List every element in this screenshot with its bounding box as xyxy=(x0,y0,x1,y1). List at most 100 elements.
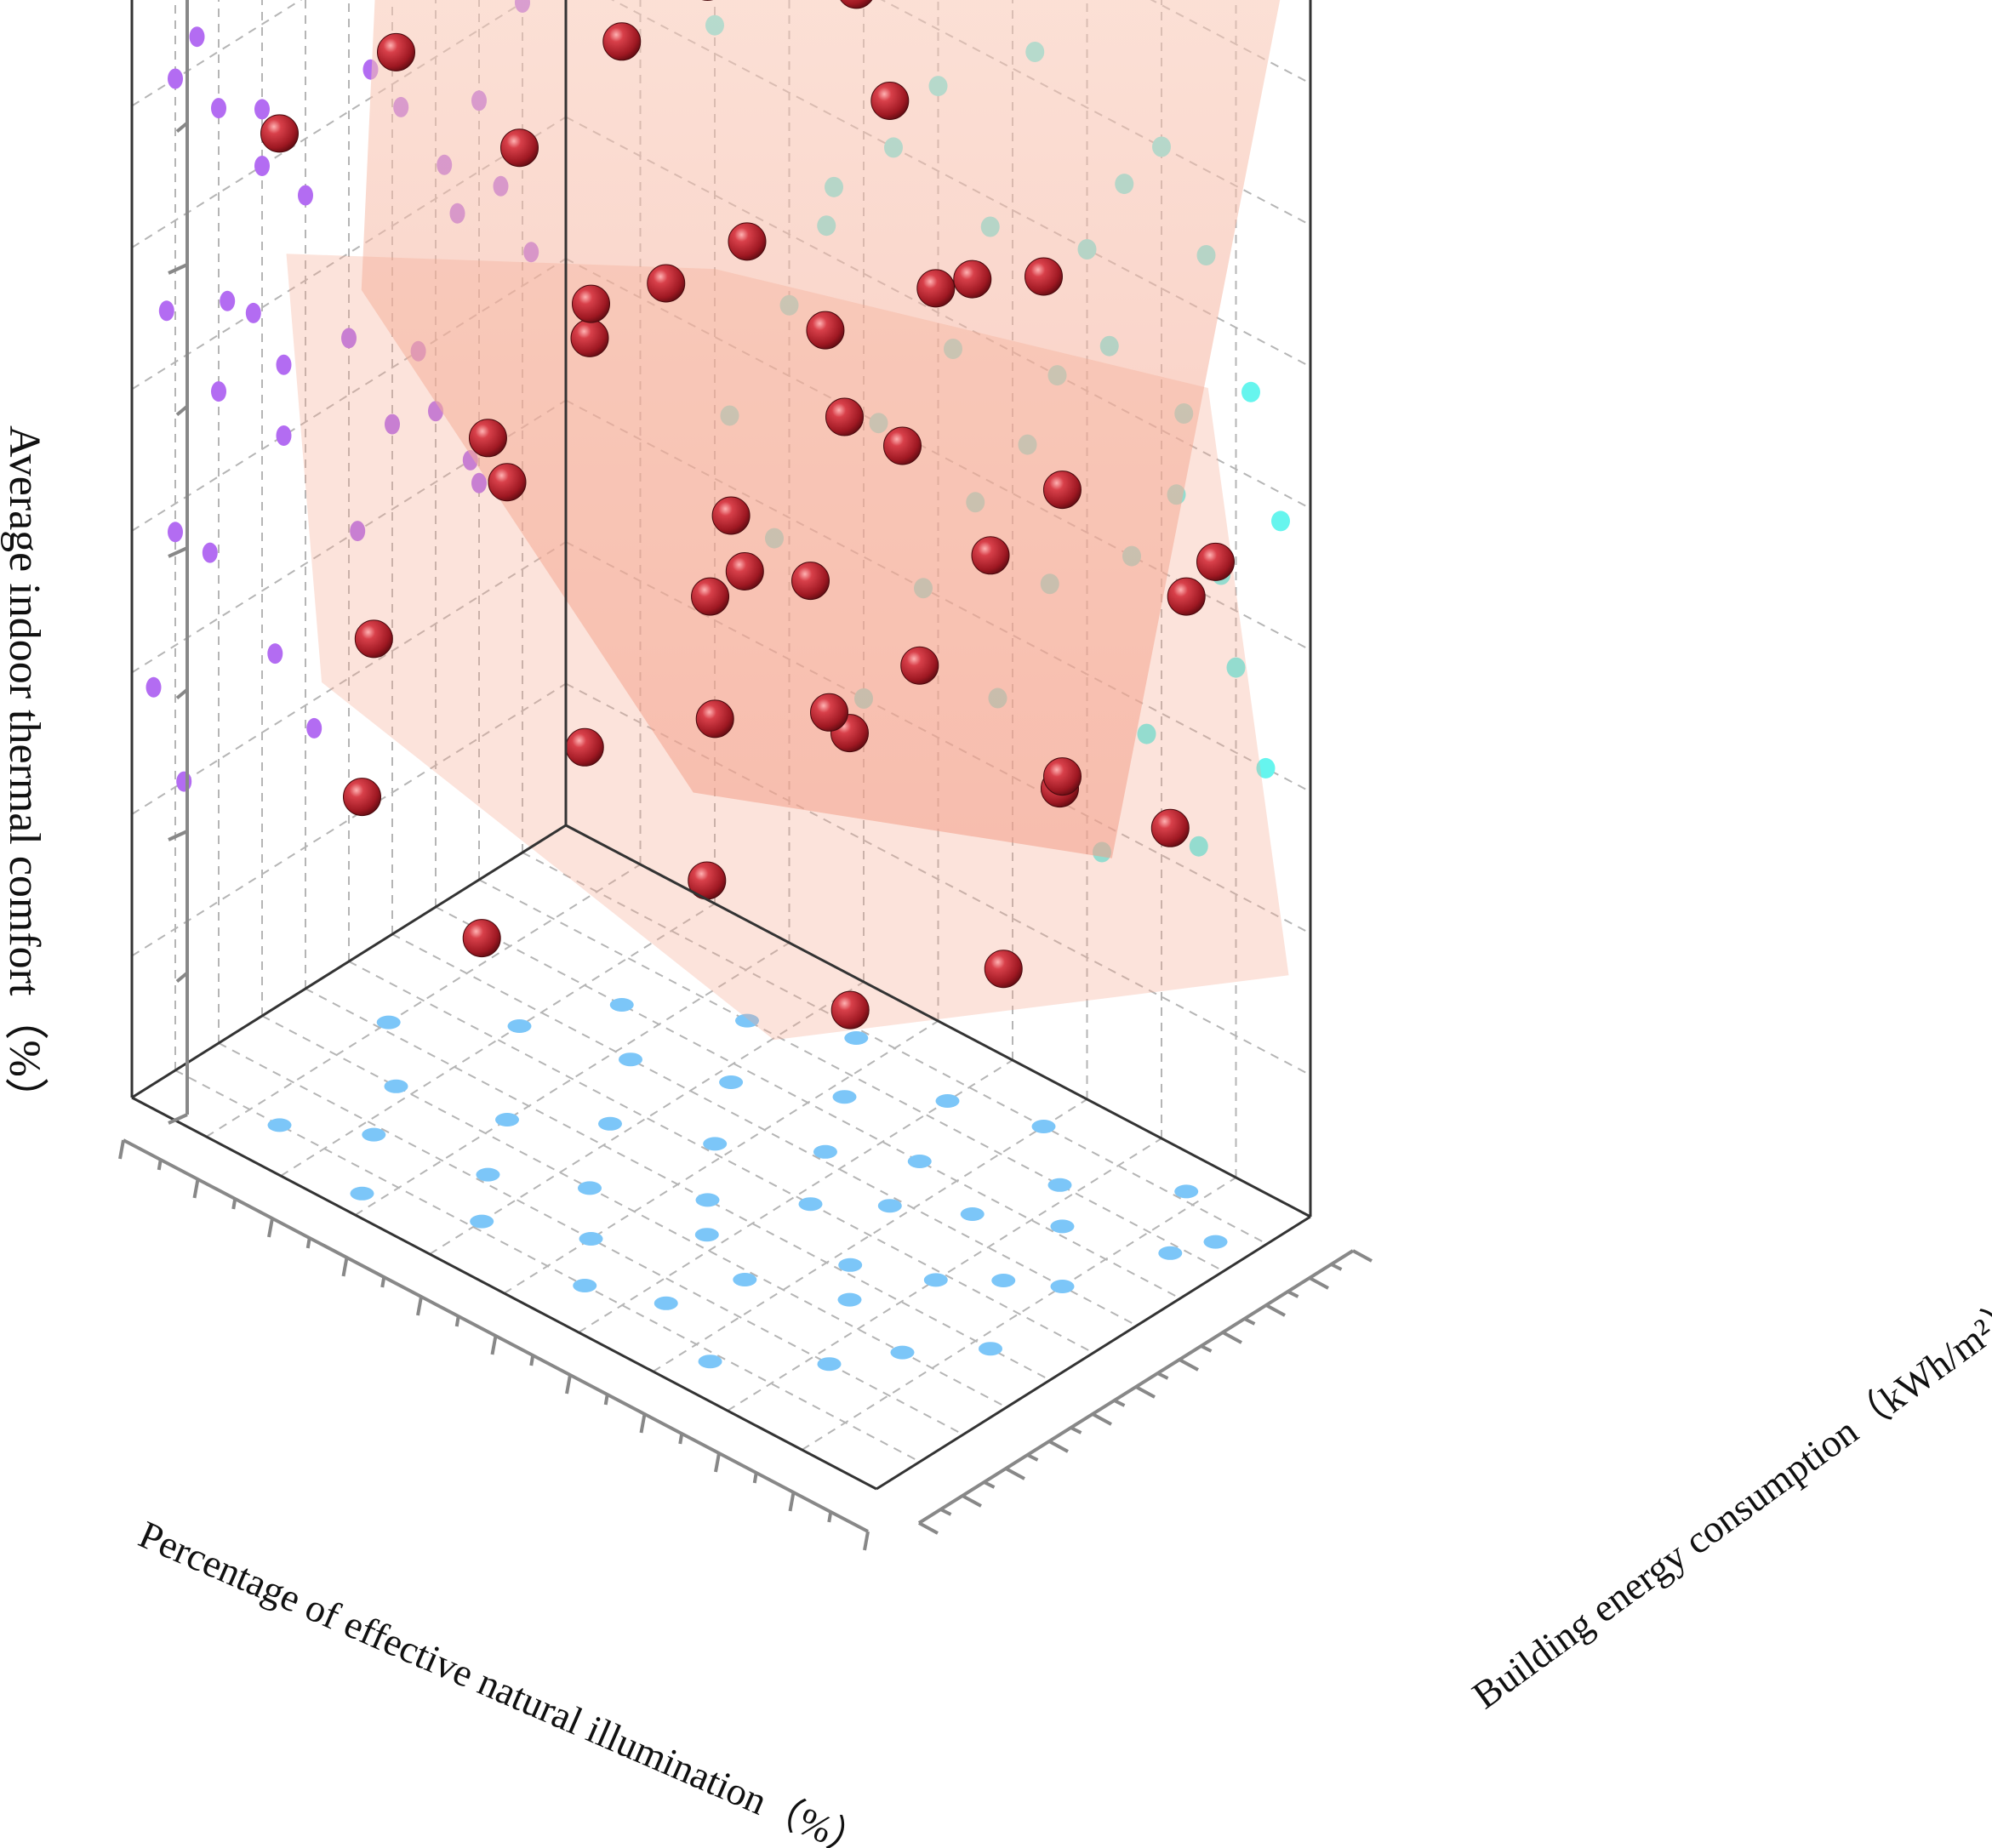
data-point xyxy=(602,22,642,61)
y-tick xyxy=(962,1494,982,1508)
data-point xyxy=(691,577,730,616)
yz-projection-point xyxy=(1271,510,1290,532)
xy-projection-point xyxy=(579,1232,603,1246)
x-tick xyxy=(752,1472,758,1484)
data-points xyxy=(260,0,1235,1030)
data-point xyxy=(260,114,299,153)
data-point xyxy=(701,0,714,1)
y-tick xyxy=(1026,1453,1039,1462)
x-tick xyxy=(341,1257,349,1277)
x-tick xyxy=(863,1531,870,1551)
xy-projection-point xyxy=(735,1013,759,1028)
grid-line xyxy=(522,852,1268,1245)
data-point xyxy=(1025,257,1063,296)
xy-projection-point xyxy=(907,1155,932,1168)
grid-line xyxy=(391,933,1138,1326)
data-point xyxy=(810,693,848,732)
x-tick xyxy=(267,1218,274,1238)
x-tick xyxy=(714,1452,721,1473)
xy-projection-point xyxy=(1047,1178,1072,1192)
y-tick xyxy=(1070,1426,1082,1434)
z-tick xyxy=(168,830,188,841)
x-tick xyxy=(118,1139,125,1160)
xy-projection-point xyxy=(609,998,634,1012)
frame-edge xyxy=(876,1215,1311,1491)
xy-projection-point xyxy=(1174,1184,1199,1199)
y-tick xyxy=(1352,1249,1373,1263)
xy-projection-point xyxy=(1050,1219,1075,1234)
yz-projection-point xyxy=(1241,381,1260,402)
data-point xyxy=(343,778,381,817)
x-tick xyxy=(454,1315,460,1327)
x-tick xyxy=(380,1276,386,1288)
xz-projection-point xyxy=(471,472,487,493)
y-axis-label: Building energy consumption（kWh/m²） xyxy=(1464,1287,1992,1717)
xy-projection-point xyxy=(838,1258,863,1272)
xy-projection-point xyxy=(578,1181,602,1195)
x-tick xyxy=(827,1511,833,1523)
data-point xyxy=(500,128,539,168)
xy-projection-point xyxy=(507,1019,532,1033)
data-point xyxy=(565,727,604,767)
xz-projection-point xyxy=(211,381,226,402)
xy-projection-point xyxy=(376,1015,401,1030)
grid-line xyxy=(727,1138,1162,1412)
grid-line xyxy=(435,906,1181,1299)
xz-projection-point xyxy=(211,98,226,119)
xy-projection-point xyxy=(979,1342,1002,1356)
xz-projection-point xyxy=(267,643,283,664)
xy-projection-point xyxy=(960,1207,985,1221)
data-point xyxy=(647,264,686,303)
xy-projection-point xyxy=(362,1127,386,1142)
xz-projection-point xyxy=(202,542,218,563)
xy-projection-point xyxy=(877,1199,902,1213)
data-point xyxy=(570,318,609,357)
data-point xyxy=(711,496,751,535)
xy-projection-point xyxy=(573,1279,597,1292)
x-tick xyxy=(565,1374,572,1395)
data-point xyxy=(377,32,415,71)
y-tick xyxy=(1309,1276,1329,1290)
y-tick xyxy=(1287,1290,1299,1298)
xy-projection-point xyxy=(694,1228,719,1242)
y-tick xyxy=(1222,1331,1242,1344)
xy-projection-point xyxy=(350,1186,374,1201)
surface-lower-sheet xyxy=(286,254,1289,1041)
data-point xyxy=(870,82,910,120)
xy-projection-point xyxy=(844,1031,869,1045)
grid-line xyxy=(348,961,1094,1354)
z-tick xyxy=(168,546,188,558)
y-tick xyxy=(1156,1372,1169,1380)
xy-projection-point xyxy=(798,1197,823,1212)
xz-projection-point xyxy=(254,156,270,176)
data-point xyxy=(488,463,527,502)
data-point xyxy=(971,536,1010,575)
yz-projection-point xyxy=(1189,836,1208,857)
data-point xyxy=(916,269,956,308)
chart-frame xyxy=(130,0,1312,1491)
xz-projection-point xyxy=(189,26,205,48)
xz-projection-point xyxy=(385,414,400,435)
grid-line xyxy=(478,879,1224,1272)
y-tick xyxy=(1243,1317,1256,1326)
z-tick xyxy=(175,121,189,134)
x-tick xyxy=(788,1492,796,1512)
z-tick xyxy=(175,404,189,417)
data-point xyxy=(1167,577,1206,616)
y-tick xyxy=(1265,1303,1286,1317)
data-point xyxy=(354,619,393,659)
y-tick xyxy=(1005,1467,1025,1480)
data-point xyxy=(806,311,845,350)
x-tick xyxy=(603,1394,609,1406)
xy-projection-point xyxy=(991,1274,1016,1287)
x-axis-label: Percentage of effective natural illumina… xyxy=(133,1512,875,1848)
axis-ticks xyxy=(118,0,1373,1551)
xy-projection-point xyxy=(837,1292,862,1307)
data-point xyxy=(1042,471,1082,510)
xy-projection-point xyxy=(698,1355,722,1369)
z-axis-label: Average indoor thermal comfort（%） xyxy=(0,425,49,1121)
frame-edge xyxy=(565,824,1311,1218)
data-point xyxy=(840,0,873,9)
xy-projection-point xyxy=(470,1214,494,1229)
